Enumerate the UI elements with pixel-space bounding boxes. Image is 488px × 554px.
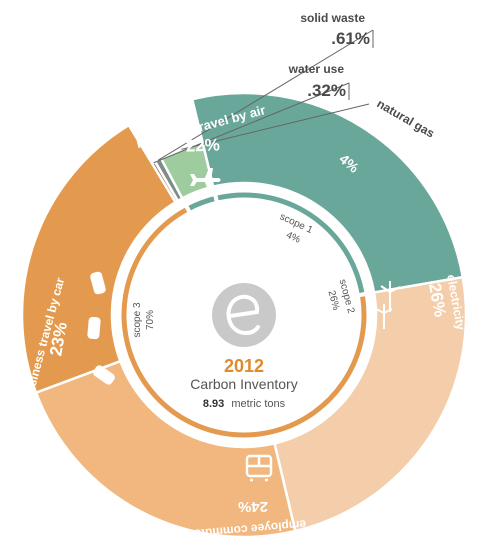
natural-gas-callout-line [181, 103, 370, 150]
center-total: 8.93 metric tons [203, 398, 286, 410]
scope-2-name: scope 2 [337, 278, 357, 315]
water-use-label: water use [288, 62, 345, 76]
scope-ring [121, 192, 367, 438]
scope-3-name: scope 3 [132, 302, 143, 337]
center-year: 2012 [224, 356, 264, 376]
center-total-value: 8.93 [203, 398, 224, 410]
slice-electricity [190, 91, 465, 294]
logo-e-icon [212, 283, 276, 347]
scope-1-arc [188, 196, 215, 211]
donut-slices [20, 91, 468, 539]
wind-turbine-icon [375, 304, 393, 329]
scope-1-value: 4% [284, 230, 302, 246]
scope-2-arc [217, 192, 365, 293]
wind-turbine-icon [380, 281, 401, 312]
employee-commute-value: 24% [238, 498, 268, 515]
car-icon [90, 271, 106, 295]
water-use-value: .32% [307, 81, 346, 100]
bus-icon [245, 454, 273, 482]
business-travel-by-air-value: 22% [185, 135, 220, 155]
scope-3-value: 70% [145, 310, 156, 330]
callout-lines [153, 29, 374, 164]
natural-gas-label: natural gas [375, 96, 438, 140]
slice-employee-commute [272, 275, 468, 533]
solid-waste-label: solid waste [300, 11, 365, 25]
slice-business-travel-by-air [20, 123, 178, 395]
car-icon [93, 365, 115, 385]
scope-3-arc [121, 207, 367, 438]
airplane-icon [190, 168, 221, 192]
car-icon [87, 316, 101, 340]
slice-business-travel-by-car [34, 359, 297, 539]
scope-2-value: 26% [326, 289, 342, 311]
solid-waste-value: .61% [331, 29, 370, 48]
center-title: Carbon Inventory [190, 376, 297, 392]
solid-waste-callout-line [157, 29, 374, 161]
center-total-unit: metric tons [231, 398, 285, 410]
water-use-callout-line [153, 82, 350, 164]
